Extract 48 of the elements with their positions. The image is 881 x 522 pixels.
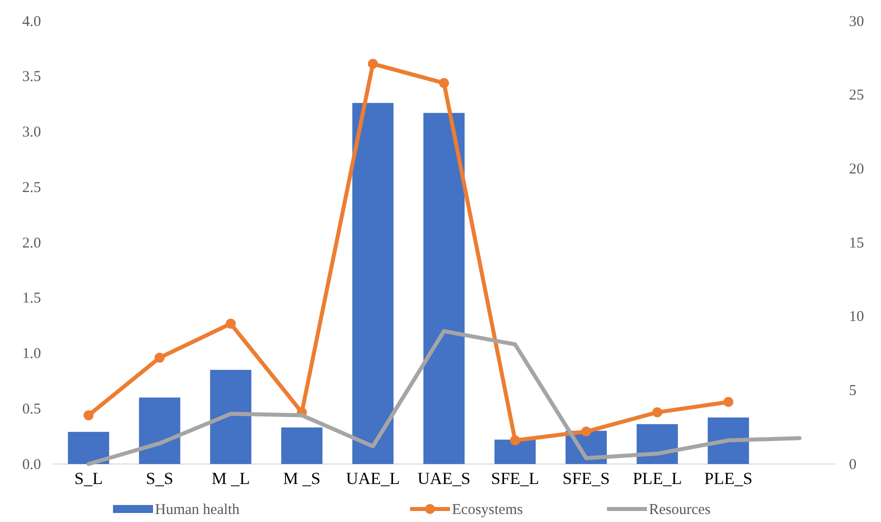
y2-tick-label: 20 [849, 161, 864, 178]
y-tick-label: 1.0 [22, 346, 41, 362]
y-tick-label: 1.5 [22, 290, 41, 307]
y2-tick-label: 15 [849, 235, 864, 252]
point [652, 407, 662, 418]
legend-label: Resources [649, 502, 711, 518]
bar [423, 112, 465, 464]
bar [636, 424, 678, 464]
bar [210, 370, 252, 464]
bar [708, 417, 749, 464]
bar [352, 102, 394, 464]
point [723, 396, 734, 408]
y2-tick-label: 30 [849, 14, 864, 30]
x-tick-label: M _L [212, 469, 250, 488]
x-tick-label: SFE_L [490, 469, 540, 488]
x-tick-label: PLE_L [632, 469, 682, 488]
point [581, 426, 592, 437]
point [438, 78, 450, 88]
y-tick-label: 4.0 [22, 14, 41, 30]
legend-label: Ecosystems [452, 502, 523, 518]
y-tick-label: 2.0 [22, 235, 41, 252]
point [154, 352, 165, 363]
y2-tick-label: 25 [849, 88, 864, 104]
legend-label: Human health [155, 502, 240, 518]
y-tick-label: 0.5 [22, 401, 41, 418]
y2-tick-label: 10 [849, 309, 864, 326]
x-tick-label: S_L [74, 469, 103, 488]
point [84, 410, 94, 420]
x-tick-label: SFE_S [562, 469, 610, 488]
y-tick-label: 0.0 [22, 456, 41, 473]
x-tick-label: UAE_S [418, 469, 470, 488]
y-tick-label: 2.5 [22, 180, 41, 196]
point [226, 318, 236, 329]
y-tick-label: 3.0 [22, 124, 41, 141]
x-tick-label: UAE_L [346, 469, 400, 488]
x-tick-label: M _S [283, 469, 320, 488]
y2-tick-label: 0 [849, 456, 856, 473]
bar [281, 427, 322, 464]
y2-tick-label: 5 [849, 382, 856, 399]
line-series [86, 329, 802, 466]
bar [494, 440, 536, 464]
bar [139, 398, 180, 464]
point [510, 435, 520, 446]
point [368, 58, 378, 69]
y-tick-label: 3.5 [22, 69, 41, 86]
x-tick-label: S_S [146, 469, 174, 488]
bar [68, 432, 110, 464]
x-tick-label: PLE_S [704, 469, 752, 488]
